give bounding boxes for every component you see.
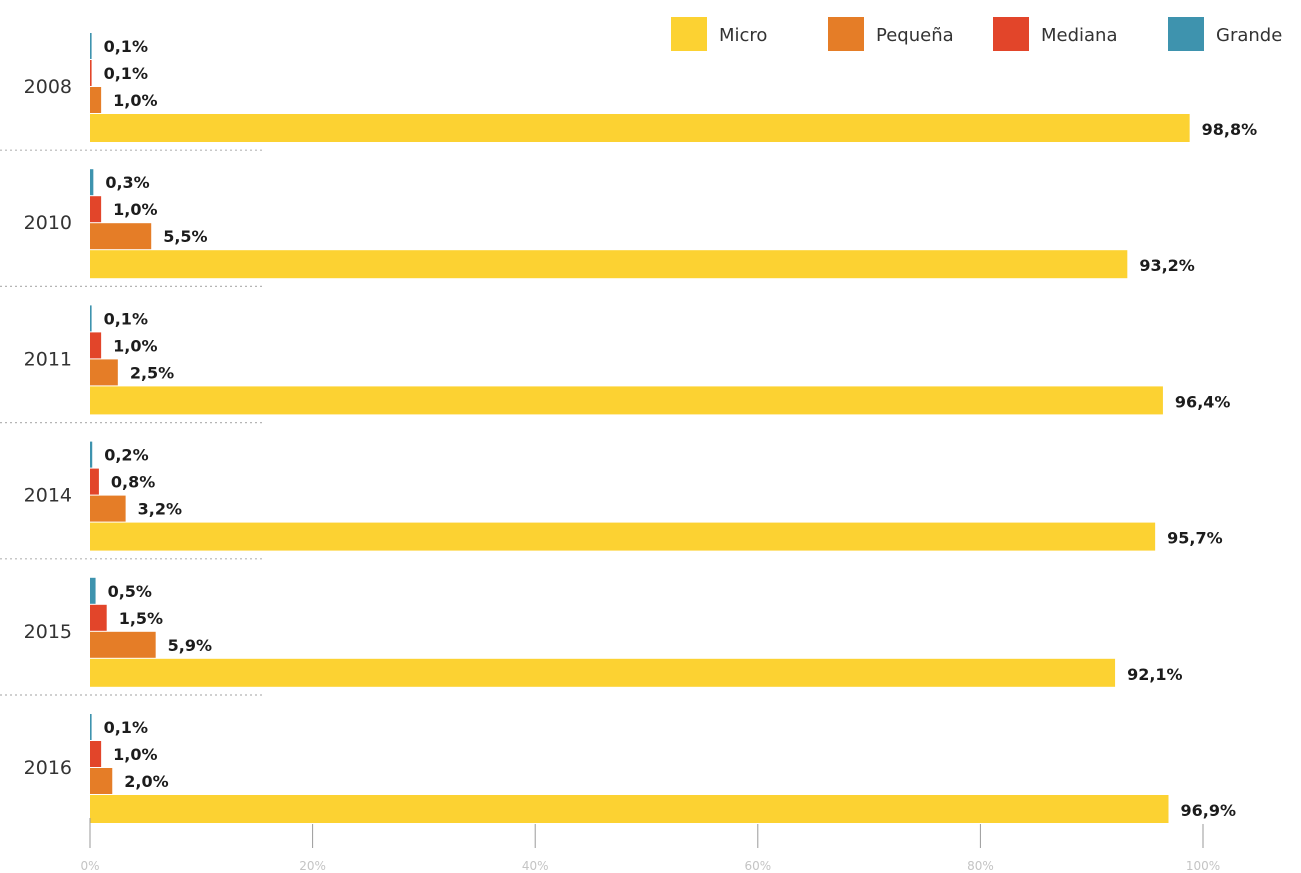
data-label-pequena: 1,0% [113, 91, 157, 110]
x-tick-label: 100% [1186, 859, 1220, 873]
bar-mediana [90, 196, 102, 223]
category-label: 2010 [24, 212, 72, 234]
bar-micro [90, 522, 1156, 551]
bar-group-2010: 2010 0,3% 1,0% 5,5% 93,2% [24, 169, 1195, 279]
category-label: 2016 [24, 757, 72, 779]
legend-swatch-micro [671, 17, 707, 51]
category-label: 2015 [24, 621, 72, 643]
data-label-micro: 98,8% [1202, 120, 1258, 139]
group-separators [0, 149, 265, 696]
bar-pequena [90, 768, 113, 794]
x-tick-label: 40% [522, 859, 549, 873]
data-label-grande: 0,3% [105, 173, 149, 192]
bar-groups: 2008 0,1% 0,1% 1,0% 98,8% 2010 0,3% 1,0% 5,5% 93,… [24, 33, 1258, 823]
legend-label-micro: Micro [719, 25, 767, 46]
bar-micro [90, 250, 1128, 279]
legend-swatch-grande [1168, 17, 1204, 51]
bar-mediana [90, 604, 107, 631]
data-label-micro: 95,7% [1167, 529, 1223, 548]
data-label-grande: 0,5% [108, 582, 152, 601]
bar-group-2016: 2016 0,1% 1,0% 2,0% 96,9% [24, 714, 1236, 823]
data-label-grande: 0,2% [104, 446, 148, 465]
x-axis: 0% 20% 40% 60% 80% 100% [80, 818, 1220, 873]
category-label: 2011 [24, 348, 72, 370]
data-label-micro: 96,4% [1175, 392, 1231, 411]
data-label-micro: 96,9% [1180, 801, 1236, 820]
x-tick-label: 80% [967, 859, 994, 873]
bar-pequena [90, 631, 156, 658]
x-tick-label: 60% [744, 859, 771, 873]
bar-micro [90, 386, 1163, 415]
legend: Micro Pequeña Mediana Grande [671, 17, 1282, 51]
bar-group-2014: 2014 0,2% 0,8% 3,2% 95,7% [24, 441, 1223, 551]
data-label-grande: 0,1% [104, 718, 148, 737]
bar-grande [90, 441, 93, 468]
bar-grande [90, 169, 94, 196]
data-label-grande: 0,1% [104, 309, 148, 328]
bar-pequena [90, 87, 102, 113]
data-label-mediana: 0,8% [111, 473, 155, 492]
data-label-mediana: 1,0% [113, 200, 157, 219]
category-label: 2008 [24, 76, 72, 98]
data-label-pequena: 2,5% [130, 363, 174, 382]
data-label-mediana: 1,0% [113, 745, 157, 764]
bar-grande [90, 714, 92, 740]
x-tick-label: 20% [299, 859, 326, 873]
x-tick-label: 0% [80, 859, 99, 873]
bar-pequena [90, 495, 126, 522]
legend-swatch-mediana [993, 17, 1029, 51]
data-label-mediana: 1,5% [119, 609, 163, 628]
bar-mediana [90, 741, 102, 767]
data-label-pequena: 5,9% [168, 636, 212, 655]
bar-mediana [90, 60, 92, 86]
bar-grande [90, 577, 96, 604]
bar-pequena [90, 359, 118, 386]
bar-micro [90, 658, 1116, 687]
data-label-micro: 92,1% [1127, 665, 1183, 684]
data-label-micro: 93,2% [1139, 256, 1195, 275]
bar-micro [90, 114, 1190, 142]
data-label-mediana: 0,1% [104, 64, 148, 83]
bar-pequena [90, 223, 152, 250]
bar-mediana [90, 468, 99, 495]
data-label-pequena: 5,5% [163, 227, 207, 246]
bar-grande [90, 305, 92, 332]
bar-group-2011: 2011 0,1% 1,0% 2,5% 96,4% [24, 305, 1231, 415]
legend-swatch-pequena [828, 17, 864, 51]
data-label-pequena: 2,0% [124, 772, 168, 791]
bar-mediana [90, 332, 102, 359]
bar-grande [90, 33, 92, 59]
legend-label-mediana: Mediana [1041, 25, 1118, 46]
legend-label-pequena: Pequeña [876, 25, 954, 46]
category-label: 2014 [24, 485, 72, 507]
bar-micro [90, 795, 1169, 823]
data-label-mediana: 1,0% [113, 336, 157, 355]
data-label-grande: 0,1% [104, 37, 148, 56]
bar-group-2008: 2008 0,1% 0,1% 1,0% 98,8% [24, 33, 1258, 142]
bar-group-2015: 2015 0,5% 1,5% 5,9% 92,1% [24, 577, 1183, 687]
data-label-pequena: 3,2% [138, 500, 182, 519]
legend-label-grande: Grande [1216, 25, 1282, 46]
